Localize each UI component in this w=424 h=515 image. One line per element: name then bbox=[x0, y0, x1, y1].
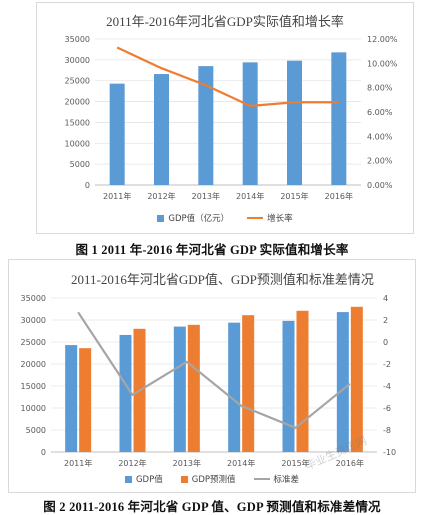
bar-gdp bbox=[119, 334, 132, 452]
x-tick-label: 2014年 bbox=[227, 458, 255, 468]
line-series bbox=[116, 46, 339, 108]
y-tick-label: 35000 bbox=[21, 294, 46, 303]
y-tick-label: 30000 bbox=[65, 56, 90, 65]
line-series bbox=[77, 311, 351, 429]
y-tick-label: 0 bbox=[85, 181, 90, 190]
legend-item-gdp-forecast: GDP预测值 bbox=[180, 473, 236, 485]
chart1-legend: GDP值（亿元） 增长率 bbox=[37, 212, 413, 224]
y2-tick-label: 8.00% bbox=[367, 84, 393, 93]
bar-gdp bbox=[228, 322, 241, 452]
y-tick-label: 35000 bbox=[65, 35, 90, 44]
bar-gdp bbox=[154, 74, 169, 185]
x-tick-label: 2015年 bbox=[281, 458, 309, 468]
y2-tick-label: 12.00% bbox=[367, 35, 398, 44]
y-tick-label: 10000 bbox=[21, 404, 46, 413]
y-tick-label: 15000 bbox=[65, 118, 90, 127]
bar-gdp bbox=[173, 326, 186, 452]
y-tick-label: 0 bbox=[41, 448, 46, 457]
x-tick-label: 2012年 bbox=[118, 458, 146, 468]
chart2-plot: 0 5000 10000 15000 20000 25000 30000 35000 -10 -8… bbox=[21, 294, 397, 468]
x-tick-label: 2012年 bbox=[147, 191, 175, 201]
y2-tick-label: 6.00% bbox=[367, 108, 393, 117]
y2-tick-label: -4 bbox=[383, 382, 391, 391]
legend-label-gdp-forecast: GDP预测值 bbox=[191, 475, 236, 485]
x-tick-label: 2014年 bbox=[236, 191, 264, 201]
legend-label-gdp-actual: GDP值 bbox=[135, 475, 163, 485]
y2-tick-label: 4 bbox=[383, 294, 388, 303]
y-tick-label: 15000 bbox=[21, 382, 46, 391]
bar-gdp bbox=[109, 83, 125, 185]
y-tick-label: 25000 bbox=[65, 77, 90, 86]
bar-forecast bbox=[79, 348, 92, 452]
x-tick-label: 2013年 bbox=[173, 458, 201, 468]
y-tick-label: 20000 bbox=[65, 98, 90, 107]
legend-swatch-stddev bbox=[253, 478, 270, 480]
y2-tick-label: 2 bbox=[383, 316, 388, 325]
y-tick-label: 30000 bbox=[21, 316, 46, 325]
x-tick-label: 2015年 bbox=[280, 191, 308, 201]
bar-gdp bbox=[65, 345, 78, 452]
y-tick-label: 10000 bbox=[65, 139, 90, 148]
bar-forecast bbox=[296, 310, 309, 452]
bar-forecast bbox=[242, 315, 255, 452]
y2-tick-label: 4.00% bbox=[367, 132, 393, 141]
legend-item-growth: 增长率 bbox=[247, 212, 293, 224]
x-tick-label: 2016年 bbox=[325, 191, 353, 201]
y-tick-label: 20000 bbox=[21, 360, 46, 369]
y-tick-label: 5000 bbox=[70, 160, 90, 169]
legend-label-growth: 增长率 bbox=[267, 214, 293, 224]
y-tick-label: 25000 bbox=[21, 338, 46, 347]
bar-forecast bbox=[350, 306, 363, 452]
bar-gdp bbox=[242, 62, 258, 185]
chart2-panel: 2011-2016年河北省GDP值、GDP预测值和标准差情况 0 5000 1000… bbox=[8, 259, 416, 493]
chart2-legend: GDP值 GDP预测值 标准差 bbox=[9, 473, 415, 485]
y2-tick-label: 0.00% bbox=[367, 181, 393, 190]
legend-swatch-gdp-forecast bbox=[180, 475, 188, 483]
y-tick-label: 5000 bbox=[26, 426, 46, 435]
legend-item-gdp: GDP值（亿元） bbox=[157, 212, 229, 224]
legend-swatch-gdp-actual bbox=[124, 475, 132, 483]
legend-item-gdp-actual: GDP值 bbox=[124, 473, 163, 485]
chart1-plot: 0 5000 10000 15000 20000 25000 30000 35000 0.00%… bbox=[65, 35, 398, 201]
chart2-caption: 图 2 2011-2016 年河北省 GDP 值、GDP 预测值和标准差情况 bbox=[43, 500, 381, 514]
bar-gdp bbox=[336, 312, 349, 452]
bar-gdp bbox=[331, 52, 347, 185]
x-tick-label: 2011年 bbox=[64, 458, 92, 468]
x-tick-label: 2011年 bbox=[103, 191, 131, 201]
y2-tick-label: -10 bbox=[383, 448, 396, 457]
y2-tick-label: 0 bbox=[383, 338, 388, 347]
chart2-title: 2011-2016年河北省GDP值、GDP预测值和标准差情况 bbox=[71, 272, 374, 287]
y2-tick-label: -6 bbox=[383, 404, 391, 413]
bar-gdp bbox=[282, 320, 295, 452]
bar-gdp bbox=[198, 66, 214, 185]
x-tick-label: 2013年 bbox=[192, 191, 220, 201]
legend-swatch-growth bbox=[247, 217, 264, 219]
chart1-title: 2011年-2016年河北省GDP实际值和增长率 bbox=[106, 14, 344, 29]
y2-tick-label: -2 bbox=[383, 360, 391, 369]
y2-tick-label: 2.00% bbox=[367, 157, 393, 166]
legend-item-stddev: 标准差 bbox=[253, 473, 300, 485]
x-tick-label: 2016年 bbox=[336, 458, 364, 468]
chart1-panel: 2011年-2016年河北省GDP实际值和增长率 0 5000 10000 15000… bbox=[36, 2, 414, 234]
legend-label-stddev: 标准差 bbox=[273, 475, 300, 485]
y2-tick-label: 10.00% bbox=[367, 59, 398, 68]
chart1-caption: 图 1 2011 年-2016 年河北省 GDP 实际值和增长率 bbox=[75, 243, 349, 257]
bar-forecast bbox=[187, 324, 200, 452]
bar-gdp bbox=[287, 60, 302, 185]
legend-label-gdp: GDP值（亿元） bbox=[168, 214, 230, 224]
y2-tick-label: -8 bbox=[383, 426, 391, 435]
legend-swatch-gdp bbox=[157, 214, 165, 222]
